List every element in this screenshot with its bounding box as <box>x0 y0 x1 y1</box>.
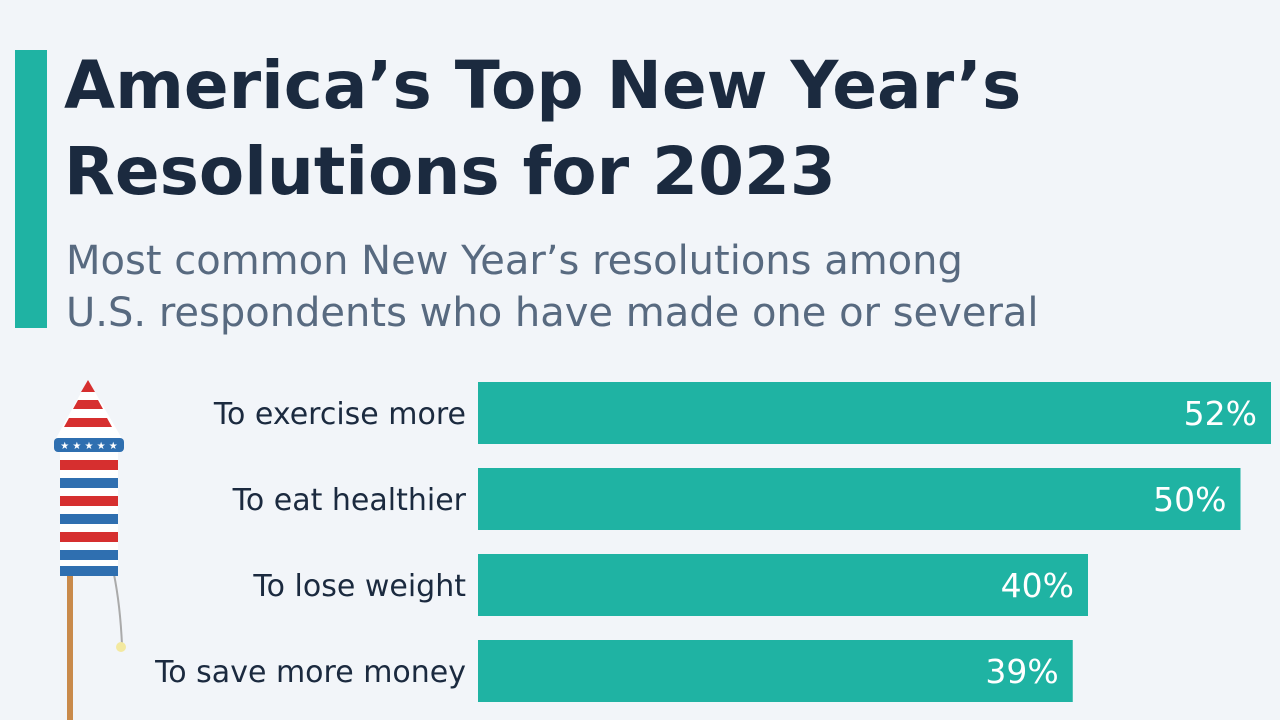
value-label: 52% <box>1184 394 1257 433</box>
rocket-illustration: ★ ★ ★ ★ ★ <box>54 380 126 720</box>
chart-subtitle: U.S. respondents who have made one or se… <box>66 290 1039 336</box>
value-label: 40% <box>1001 566 1074 605</box>
chart-title: America’s Top New Year’s <box>64 47 1021 124</box>
category-label: To save more money <box>154 655 466 690</box>
value-label: 50% <box>1153 480 1226 519</box>
plot-area: To exercise more 52% To eat healthier 50% To… <box>154 382 1271 702</box>
svg-text:★ ★ ★ ★ ★: ★ ★ ★ ★ ★ <box>60 441 118 452</box>
chart-subtitle: Most common New Year’s resolutions among <box>66 238 963 284</box>
category-label: To lose weight <box>252 569 466 604</box>
bar <box>478 554 1088 616</box>
bar <box>478 382 1271 444</box>
accent-bar <box>15 50 47 328</box>
bar <box>478 468 1241 530</box>
category-label: To eat healthier <box>232 483 467 518</box>
category-label: To exercise more <box>213 397 466 432</box>
value-label: 39% <box>985 652 1058 691</box>
chart-title: Resolutions for 2023 <box>64 133 836 210</box>
bar <box>478 640 1073 702</box>
